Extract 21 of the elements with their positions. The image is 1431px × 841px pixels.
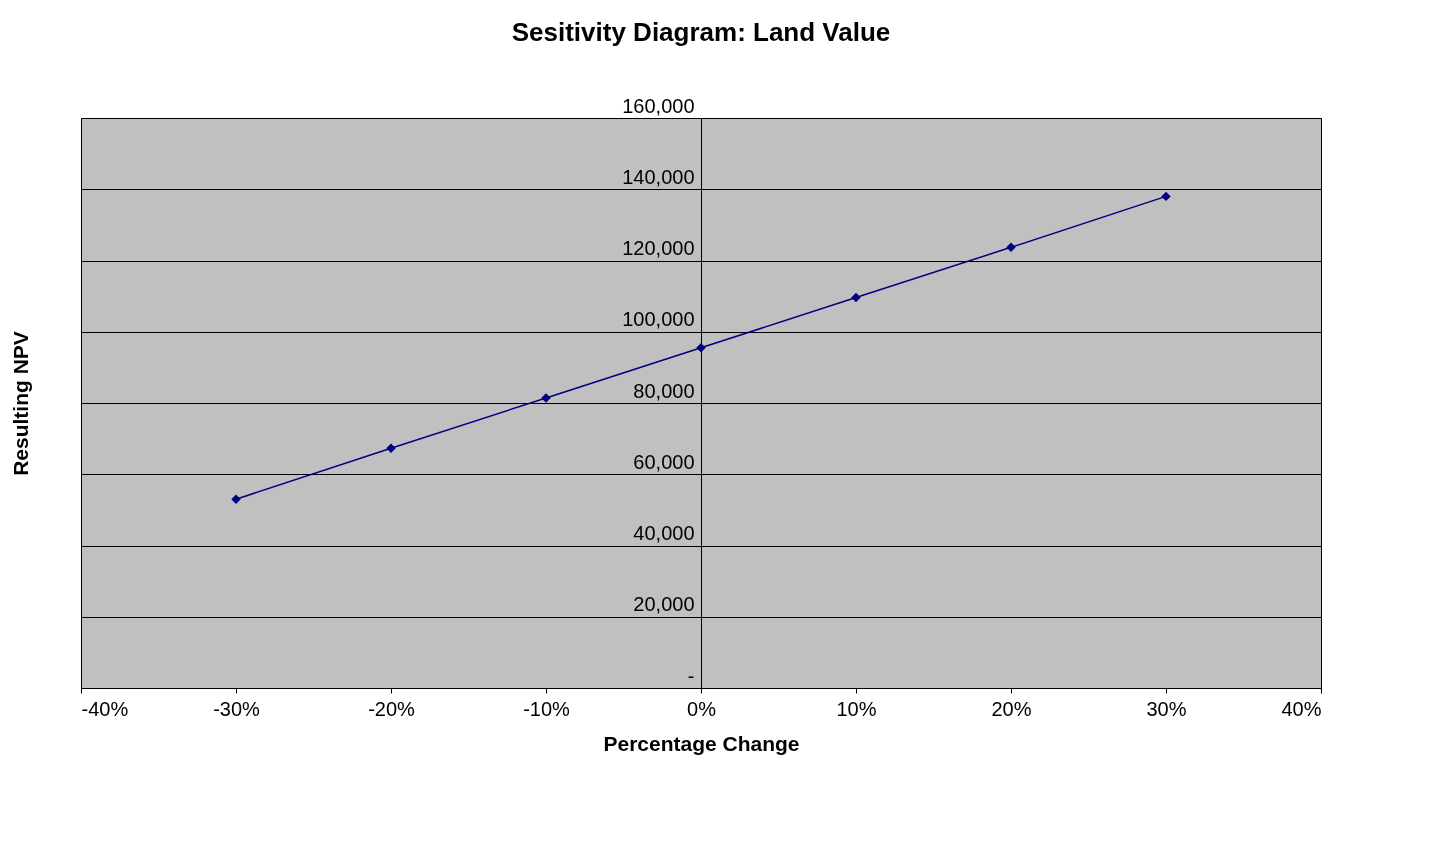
- y-tick-label: 20,000: [633, 593, 695, 616]
- x-tick-label: -20%: [368, 697, 416, 720]
- x-tick-label: 10%: [836, 697, 877, 720]
- y-tick-label: 140,000: [622, 165, 695, 188]
- x-tick-label: 30%: [1146, 697, 1187, 720]
- y-tick-label: -: [687, 664, 695, 687]
- x-axis-title: Percentage Change: [603, 731, 800, 755]
- y-tick-label: 120,000: [622, 237, 695, 259]
- y-tick-label: 40,000: [633, 522, 695, 544]
- y-tick-label: 80,000: [633, 379, 695, 402]
- y-tick-label: 160,000: [622, 94, 695, 117]
- chart-title: Sesitivity Diagram: Land Value: [511, 17, 891, 47]
- x-tick-label: 0%: [687, 697, 717, 720]
- y-tick-label: 100,000: [622, 308, 695, 331]
- y-axis-title: Resulting NPV: [8, 331, 32, 476]
- x-tick-label: -40%: [81, 697, 129, 720]
- x-tick-label: -10%: [523, 697, 571, 720]
- y-tick-label: 60,000: [633, 450, 695, 473]
- x-tick-label: -30%: [213, 697, 261, 720]
- x-tick-label: 40%: [1281, 697, 1322, 720]
- x-tick-label: 20%: [991, 697, 1032, 720]
